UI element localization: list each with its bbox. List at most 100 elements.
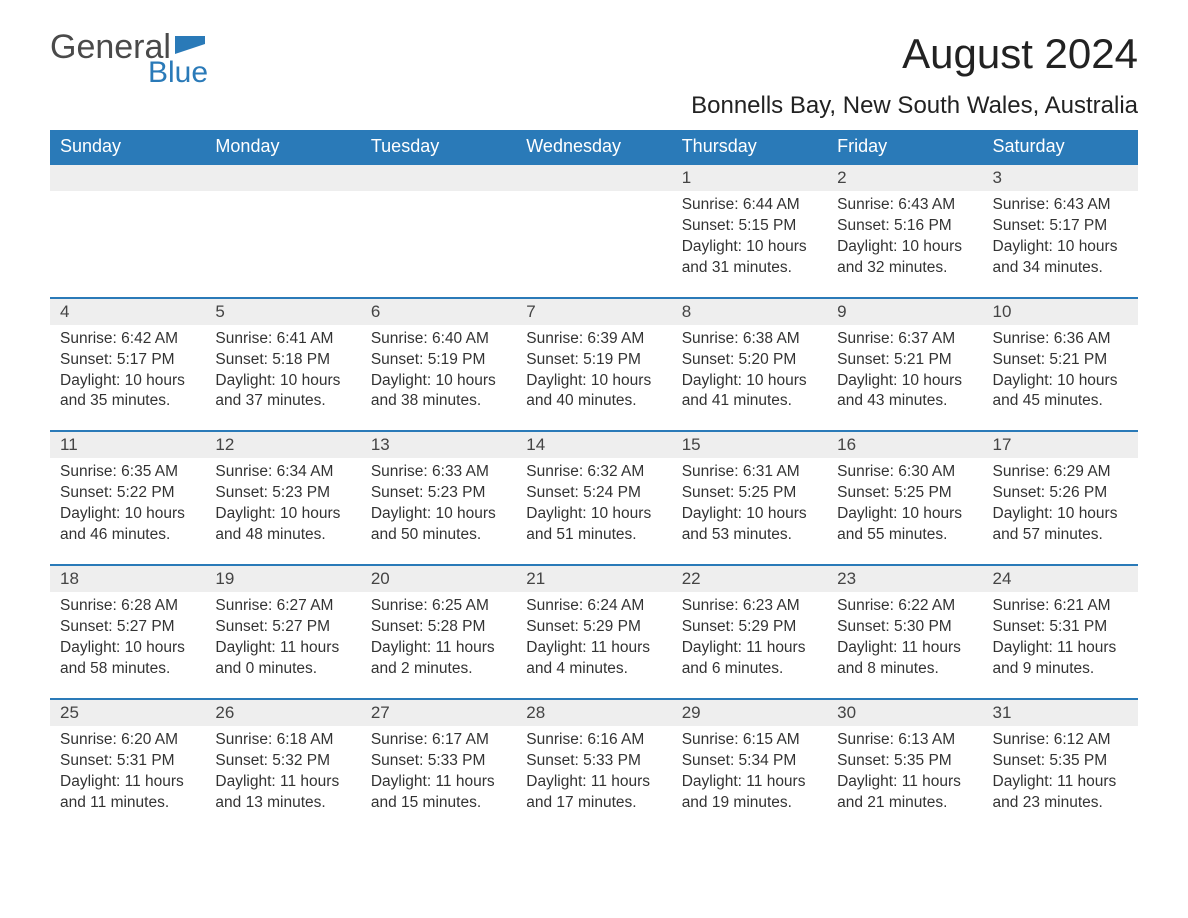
day-body-row: Sunrise: 6:28 AMSunset: 5:27 PMDaylight:… [50, 592, 1138, 699]
logo-text-blue: Blue [148, 58, 208, 88]
day-body-cell: Sunrise: 6:40 AMSunset: 5:19 PMDaylight:… [361, 325, 516, 432]
day-number-cell: 24 [983, 565, 1138, 592]
day-body-cell: Sunrise: 6:31 AMSunset: 5:25 PMDaylight:… [672, 458, 827, 565]
day-number-cell: 5 [205, 298, 360, 325]
sunrise-line: Sunrise: 6:23 AM [682, 596, 817, 617]
daylight-line: Daylight: 10 hoursand 38 minutes. [371, 371, 506, 413]
daylight-line: Daylight: 11 hoursand 8 minutes. [837, 638, 972, 680]
daylight-line: Daylight: 10 hoursand 34 minutes. [993, 237, 1128, 279]
day-body-cell: Sunrise: 6:39 AMSunset: 5:19 PMDaylight:… [516, 325, 671, 432]
sunrise-line: Sunrise: 6:30 AM [837, 462, 972, 483]
day-number-cell [361, 164, 516, 191]
sunset-line: Sunset: 5:27 PM [215, 617, 350, 638]
daylight-line: Daylight: 11 hoursand 4 minutes. [526, 638, 661, 680]
sunrise-line: Sunrise: 6:15 AM [682, 730, 817, 751]
day-number-cell: 15 [672, 431, 827, 458]
day-number-cell: 18 [50, 565, 205, 592]
day-body-cell [361, 191, 516, 298]
daylight-line: Daylight: 10 hoursand 45 minutes. [993, 371, 1128, 413]
day-number-cell: 23 [827, 565, 982, 592]
day-body-cell: Sunrise: 6:35 AMSunset: 5:22 PMDaylight:… [50, 458, 205, 565]
sunset-line: Sunset: 5:23 PM [371, 483, 506, 504]
day-number-cell: 29 [672, 699, 827, 726]
day-number-cell: 16 [827, 431, 982, 458]
sunrise-line: Sunrise: 6:29 AM [993, 462, 1128, 483]
daylight-line: Daylight: 11 hoursand 17 minutes. [526, 772, 661, 814]
sunset-line: Sunset: 5:16 PM [837, 216, 972, 237]
day-number-cell: 4 [50, 298, 205, 325]
day-body-row: Sunrise: 6:44 AMSunset: 5:15 PMDaylight:… [50, 191, 1138, 298]
day-body-cell: Sunrise: 6:27 AMSunset: 5:27 PMDaylight:… [205, 592, 360, 699]
day-body-cell: Sunrise: 6:23 AMSunset: 5:29 PMDaylight:… [672, 592, 827, 699]
day-body-cell: Sunrise: 6:25 AMSunset: 5:28 PMDaylight:… [361, 592, 516, 699]
day-body-row: Sunrise: 6:42 AMSunset: 5:17 PMDaylight:… [50, 325, 1138, 432]
day-body-row: Sunrise: 6:20 AMSunset: 5:31 PMDaylight:… [50, 726, 1138, 832]
sunrise-line: Sunrise: 6:34 AM [215, 462, 350, 483]
sunset-line: Sunset: 5:24 PM [526, 483, 661, 504]
sunset-line: Sunset: 5:21 PM [993, 350, 1128, 371]
location-text: Bonnells Bay, New South Wales, Australia [691, 92, 1138, 120]
sunset-line: Sunset: 5:33 PM [371, 751, 506, 772]
day-body-cell: Sunrise: 6:29 AMSunset: 5:26 PMDaylight:… [983, 458, 1138, 565]
sunrise-line: Sunrise: 6:36 AM [993, 329, 1128, 350]
sunset-line: Sunset: 5:32 PM [215, 751, 350, 772]
daylight-line: Daylight: 11 hoursand 23 minutes. [993, 772, 1128, 814]
sunset-line: Sunset: 5:34 PM [682, 751, 817, 772]
sunset-line: Sunset: 5:26 PM [993, 483, 1128, 504]
daylight-line: Daylight: 10 hoursand 53 minutes. [682, 504, 817, 546]
daylight-line: Daylight: 11 hoursand 13 minutes. [215, 772, 350, 814]
sunrise-line: Sunrise: 6:27 AM [215, 596, 350, 617]
day-body-cell: Sunrise: 6:37 AMSunset: 5:21 PMDaylight:… [827, 325, 982, 432]
day-number-cell: 30 [827, 699, 982, 726]
day-number-row: 45678910 [50, 298, 1138, 325]
sunrise-line: Sunrise: 6:20 AM [60, 730, 195, 751]
day-body-cell: Sunrise: 6:16 AMSunset: 5:33 PMDaylight:… [516, 726, 671, 832]
day-number-cell: 13 [361, 431, 516, 458]
sunset-line: Sunset: 5:18 PM [215, 350, 350, 371]
day-number-cell [50, 164, 205, 191]
day-body-cell: Sunrise: 6:36 AMSunset: 5:21 PMDaylight:… [983, 325, 1138, 432]
day-body-cell: Sunrise: 6:12 AMSunset: 5:35 PMDaylight:… [983, 726, 1138, 832]
day-body-cell: Sunrise: 6:20 AMSunset: 5:31 PMDaylight:… [50, 726, 205, 832]
weekday-header: Friday [827, 130, 982, 164]
day-number-cell: 3 [983, 164, 1138, 191]
sunrise-line: Sunrise: 6:22 AM [837, 596, 972, 617]
day-body-cell [516, 191, 671, 298]
sunset-line: Sunset: 5:25 PM [682, 483, 817, 504]
daylight-line: Daylight: 10 hoursand 55 minutes. [837, 504, 972, 546]
day-body-cell: Sunrise: 6:22 AMSunset: 5:30 PMDaylight:… [827, 592, 982, 699]
day-body-cell [50, 191, 205, 298]
day-number-row: 25262728293031 [50, 699, 1138, 726]
daylight-line: Daylight: 11 hoursand 9 minutes. [993, 638, 1128, 680]
logo-flag-icon [175, 36, 205, 58]
day-number-row: 18192021222324 [50, 565, 1138, 592]
sunset-line: Sunset: 5:30 PM [837, 617, 972, 638]
day-number-cell: 7 [516, 298, 671, 325]
logo: General Blue [50, 30, 208, 88]
sunset-line: Sunset: 5:23 PM [215, 483, 350, 504]
sunset-line: Sunset: 5:31 PM [993, 617, 1128, 638]
daylight-line: Daylight: 10 hoursand 35 minutes. [60, 371, 195, 413]
daylight-line: Daylight: 10 hoursand 51 minutes. [526, 504, 661, 546]
day-number-cell: 9 [827, 298, 982, 325]
sunrise-line: Sunrise: 6:31 AM [682, 462, 817, 483]
day-body-cell: Sunrise: 6:15 AMSunset: 5:34 PMDaylight:… [672, 726, 827, 832]
title-block: August 2024 Bonnells Bay, New South Wale… [691, 30, 1138, 120]
day-body-cell: Sunrise: 6:17 AMSunset: 5:33 PMDaylight:… [361, 726, 516, 832]
daylight-line: Daylight: 10 hoursand 58 minutes. [60, 638, 195, 680]
day-number-cell: 8 [672, 298, 827, 325]
sunrise-line: Sunrise: 6:18 AM [215, 730, 350, 751]
day-body-cell: Sunrise: 6:41 AMSunset: 5:18 PMDaylight:… [205, 325, 360, 432]
day-body-cell: Sunrise: 6:18 AMSunset: 5:32 PMDaylight:… [205, 726, 360, 832]
day-body-cell: Sunrise: 6:13 AMSunset: 5:35 PMDaylight:… [827, 726, 982, 832]
day-body-cell: Sunrise: 6:43 AMSunset: 5:16 PMDaylight:… [827, 191, 982, 298]
day-body-cell: Sunrise: 6:30 AMSunset: 5:25 PMDaylight:… [827, 458, 982, 565]
sunrise-line: Sunrise: 6:24 AM [526, 596, 661, 617]
day-body-cell: Sunrise: 6:24 AMSunset: 5:29 PMDaylight:… [516, 592, 671, 699]
day-number-cell: 10 [983, 298, 1138, 325]
weekday-header: Monday [205, 130, 360, 164]
daylight-line: Daylight: 10 hoursand 31 minutes. [682, 237, 817, 279]
sunrise-line: Sunrise: 6:33 AM [371, 462, 506, 483]
daylight-line: Daylight: 11 hoursand 15 minutes. [371, 772, 506, 814]
day-body-cell: Sunrise: 6:34 AMSunset: 5:23 PMDaylight:… [205, 458, 360, 565]
